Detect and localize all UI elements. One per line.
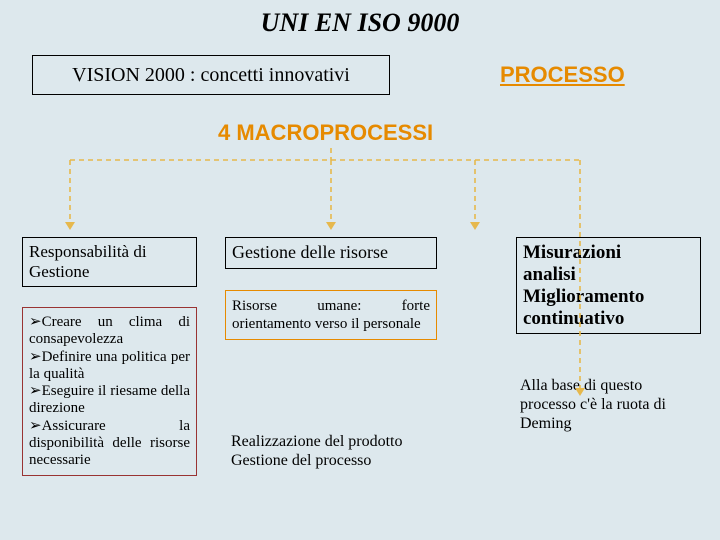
col1-bullet1: Creare un clima di consapevolezza [29,314,190,347]
col1-bullet3: Eseguire il riesame della direzione [29,383,190,416]
bullet-icon: ➢ [29,383,42,399]
page-title: UNI EN ISO 9000 [0,0,720,38]
col1-bullet2: Definire una politica per la qualità [29,349,190,382]
col1-bullet4: Assicurare la disponibilità delle risors… [29,418,190,469]
bullet-icon: ➢ [29,418,42,434]
bullet-icon: ➢ [29,314,42,330]
col3-header-line3: Miglioramento [523,286,694,308]
col3-header-line4: continuativo [523,308,694,330]
col2-body-text: Risorse umane: forte orientamento verso … [232,298,430,332]
col3-header-line1: Misurazioni [523,242,694,264]
vision-box: VISION 2000 : concetti innovativi [32,55,390,95]
col2-header-box: Gestione delle risorse [225,237,437,269]
col1-body-box: ➢Creare un clima di consapevolezza ➢Defi… [22,307,197,476]
macroprocessi-heading: 4 MACROPROCESSI [218,120,433,146]
col3-header-line2: analisi [523,264,694,286]
col2-extra-line1: Realizzazione del prodotto [231,432,402,451]
col2-extra-line2: Gestione del processo [231,451,402,470]
vision-text: VISION 2000 : concetti innovativi [72,64,350,87]
bullet-icon: ➢ [29,349,42,365]
processo-heading: PROCESSO [500,62,625,88]
col2-extra-text: Realizzazione del prodotto Gestione del … [231,432,402,470]
col3-extra-text: Alla base di questo processo c'è la ruot… [520,376,700,434]
col2-header-text: Gestione delle risorse [232,242,388,262]
col3-extra-content: Alla base di questo processo c'è la ruot… [520,377,666,432]
col1-header-text: Responsabilità di Gestione [29,242,147,281]
col1-header-box: Responsabilità di Gestione [22,237,197,287]
col3-header-box: Misurazioni analisi Miglioramento contin… [516,237,701,334]
col2-body-box: Risorse umane: forte orientamento verso … [225,290,437,340]
